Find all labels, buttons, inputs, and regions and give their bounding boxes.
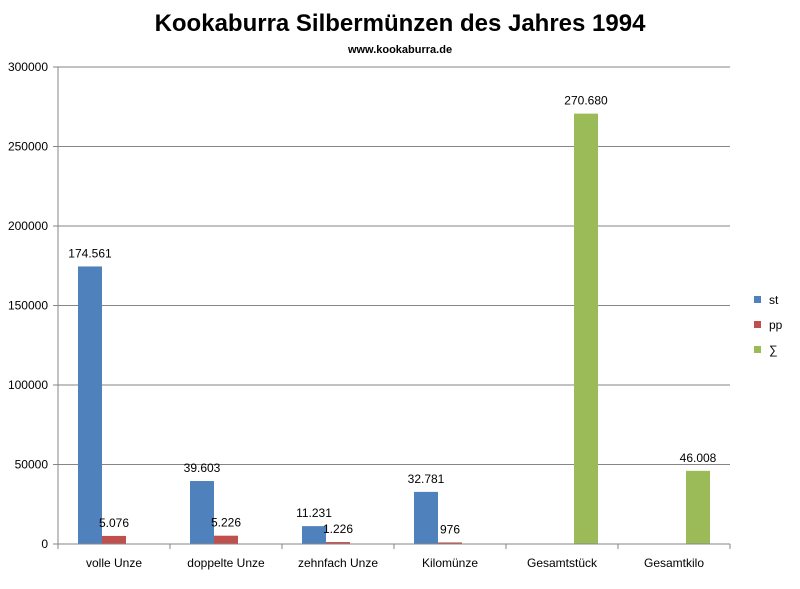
data-label: 5.226: [211, 516, 241, 530]
data-label: 270.680: [564, 94, 608, 108]
y-tick-label: 100000: [8, 378, 48, 392]
y-tick-label: 150000: [8, 299, 48, 313]
x-tick-label: zehnfach Unze: [298, 556, 378, 570]
data-label: 11.231: [296, 506, 332, 520]
bar-st-2: [302, 526, 326, 544]
legend: st pp ∑: [754, 293, 783, 357]
axes: 0 50000 100000 150000 200000 250000 300000 voll…: [8, 60, 731, 570]
x-tick-label: doppelte Unze: [187, 556, 265, 570]
bar-pp-0: [102, 535, 126, 544]
bar-pp-1: [214, 535, 238, 544]
y-tick-label: 250000: [8, 140, 48, 154]
bar-pp-2: [326, 542, 350, 544]
data-label: 1.226: [323, 522, 353, 536]
legend-swatch: [754, 321, 761, 328]
y-tick-label: 50000: [15, 458, 49, 472]
data-label: 32.781: [408, 472, 445, 486]
gridlines: [58, 66, 730, 465]
bars: [78, 113, 710, 544]
x-tick-label: volle Unze: [86, 556, 142, 570]
bar-st-3: [414, 491, 438, 544]
data-label: 46.008: [680, 451, 717, 465]
y-tick-label: 0: [41, 537, 48, 551]
legend-swatch: [754, 346, 761, 353]
y-tick-label: 200000: [8, 219, 48, 233]
data-label: 976: [440, 522, 460, 536]
legend-label: st: [769, 293, 779, 307]
bar-st-0: [78, 266, 102, 544]
x-tick-label: Kilomünze: [422, 556, 478, 570]
bar-∑-4: [574, 113, 598, 544]
chart-title: Kookaburra Silbermünzen des Jahres 1994: [154, 10, 646, 37]
data-label: 39.603: [184, 461, 221, 475]
legend-label: ∑: [769, 343, 778, 357]
legend-label: pp: [769, 318, 783, 332]
y-tick-label: 300000: [8, 60, 48, 74]
bar-st-1: [190, 481, 214, 544]
data-label: 5.076: [99, 516, 129, 530]
data-labels: 174.561 39.603 11.231 32.781 5.076 5.226 1.226…: [68, 94, 716, 537]
x-tick-label: Gesamtkilo: [644, 556, 704, 570]
chart-subtitle: www.kookaburra.de: [347, 44, 453, 56]
x-tick-label: Gesamtstück: [527, 556, 598, 570]
data-label: 174.561: [68, 246, 112, 260]
bar-∑-5: [686, 470, 710, 544]
bar-pp-3: [438, 542, 462, 544]
legend-swatch: [754, 296, 761, 303]
